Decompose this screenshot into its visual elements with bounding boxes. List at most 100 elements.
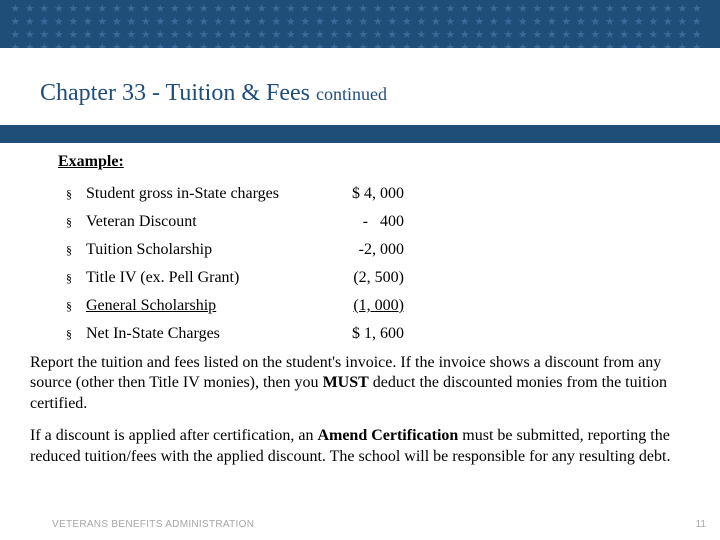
footer-org: VETERANS BENEFITS ADMINISTRATION bbox=[52, 519, 254, 530]
star-icon: ★ bbox=[632, 4, 647, 15]
p2-bold: Amend Certification bbox=[317, 427, 458, 444]
star-icon: ★ bbox=[52, 4, 67, 15]
star-icon: ★ bbox=[37, 4, 52, 15]
star-icon: ★ bbox=[269, 17, 284, 28]
star-icon: ★ bbox=[429, 30, 444, 41]
star-icon: ★ bbox=[516, 17, 531, 28]
star-icon: ★ bbox=[313, 30, 328, 41]
star-icon: ★ bbox=[356, 17, 371, 28]
star-icon: ★ bbox=[23, 17, 38, 28]
bullet-icon: § bbox=[66, 271, 86, 286]
star-row: ★★★★★★★★★★★★★★★★★★★★★★★★★★★★★★★★★★★★★★★★… bbox=[8, 17, 720, 28]
star-icon: ★ bbox=[23, 30, 38, 41]
star-icon: ★ bbox=[110, 30, 125, 41]
star-icon: ★ bbox=[139, 4, 154, 15]
line-item-label: General Scholarship bbox=[86, 297, 324, 315]
star-icon: ★ bbox=[342, 4, 357, 15]
star-icon: ★ bbox=[530, 30, 545, 41]
line-item: §Student gross in-State charges$ 4, 000 bbox=[66, 185, 690, 203]
line-item-label: Net In-State Charges bbox=[86, 325, 324, 343]
star-icon: ★ bbox=[690, 30, 705, 41]
star-icon: ★ bbox=[298, 17, 313, 28]
star-icon: ★ bbox=[530, 17, 545, 28]
star-icon: ★ bbox=[574, 4, 589, 15]
star-icon: ★ bbox=[298, 30, 313, 41]
star-icon: ★ bbox=[458, 17, 473, 28]
star-icon: ★ bbox=[400, 17, 415, 28]
star-icon: ★ bbox=[284, 4, 299, 15]
content-area: Example: §Student gross in-State charges… bbox=[0, 125, 720, 467]
star-icon: ★ bbox=[675, 17, 690, 28]
star-icon: ★ bbox=[443, 17, 458, 28]
line-item-label: Tuition Scholarship bbox=[86, 241, 324, 259]
line-item-label: Veteran Discount bbox=[86, 213, 324, 231]
star-icon: ★ bbox=[255, 17, 270, 28]
star-icon: ★ bbox=[197, 17, 212, 28]
line-item-value: $ 1, 600 bbox=[324, 325, 404, 343]
p1-bold: MUST bbox=[323, 374, 369, 391]
star-icon: ★ bbox=[646, 30, 661, 41]
star-icon: ★ bbox=[414, 17, 429, 28]
star-icon: ★ bbox=[429, 4, 444, 15]
star-icon: ★ bbox=[255, 30, 270, 41]
star-icon: ★ bbox=[342, 30, 357, 41]
star-icon: ★ bbox=[240, 4, 255, 15]
star-icon: ★ bbox=[110, 17, 125, 28]
star-icon: ★ bbox=[95, 4, 110, 15]
star-icon: ★ bbox=[472, 4, 487, 15]
star-icon: ★ bbox=[675, 30, 690, 41]
star-icon: ★ bbox=[342, 17, 357, 28]
star-icon: ★ bbox=[52, 30, 67, 41]
star-icon: ★ bbox=[124, 17, 139, 28]
star-icon: ★ bbox=[661, 30, 676, 41]
star-icon: ★ bbox=[385, 30, 400, 41]
star-icon: ★ bbox=[153, 30, 168, 41]
star-icon: ★ bbox=[458, 30, 473, 41]
line-item: §Net In-State Charges$ 1, 600 bbox=[66, 325, 690, 343]
header-band: ★★★★★★★★★★★★★★★★★★★★★★★★★★★★★★★★★★★★★★★★… bbox=[0, 0, 720, 125]
star-icon: ★ bbox=[81, 4, 96, 15]
star-icon: ★ bbox=[110, 4, 125, 15]
star-icon: ★ bbox=[661, 17, 676, 28]
star-icon: ★ bbox=[139, 17, 154, 28]
star-icon: ★ bbox=[52, 17, 67, 28]
star-icon: ★ bbox=[211, 30, 226, 41]
star-icon: ★ bbox=[646, 17, 661, 28]
star-icon: ★ bbox=[81, 17, 96, 28]
star-icon: ★ bbox=[603, 17, 618, 28]
star-icon: ★ bbox=[226, 30, 241, 41]
line-item-label: Student gross in-State charges bbox=[86, 185, 324, 203]
star-icon: ★ bbox=[617, 17, 632, 28]
star-icon: ★ bbox=[545, 17, 560, 28]
star-icon: ★ bbox=[81, 30, 96, 41]
page-number: 11 bbox=[696, 519, 706, 530]
paragraph-2: If a discount is applied after certifica… bbox=[30, 426, 680, 467]
star-icon: ★ bbox=[385, 17, 400, 28]
star-icon: ★ bbox=[501, 4, 516, 15]
star-icon: ★ bbox=[182, 4, 197, 15]
line-item: §Veteran Discount- 400 bbox=[66, 213, 690, 231]
title-overlay: Chapter 33 - Tuition & Fees continued bbox=[0, 48, 720, 125]
star-icon: ★ bbox=[139, 30, 154, 41]
line-item-value: -2, 000 bbox=[324, 241, 404, 259]
title-main: Chapter 33 - Tuition & Fees bbox=[40, 80, 316, 106]
paragraph-1: Report the tuition and fees listed on th… bbox=[30, 353, 680, 414]
star-icon: ★ bbox=[501, 30, 516, 41]
star-icon: ★ bbox=[443, 4, 458, 15]
star-icon: ★ bbox=[371, 17, 386, 28]
star-icon: ★ bbox=[313, 4, 328, 15]
star-icon: ★ bbox=[530, 4, 545, 15]
star-icon: ★ bbox=[487, 4, 502, 15]
star-icon: ★ bbox=[182, 17, 197, 28]
star-icon: ★ bbox=[603, 30, 618, 41]
star-icon: ★ bbox=[559, 30, 574, 41]
star-icon: ★ bbox=[327, 17, 342, 28]
star-icon: ★ bbox=[327, 30, 342, 41]
star-icon: ★ bbox=[472, 30, 487, 41]
line-item-label: Title IV (ex. Pell Grant) bbox=[86, 269, 324, 287]
star-icon: ★ bbox=[211, 4, 226, 15]
star-icon: ★ bbox=[588, 4, 603, 15]
star-icon: ★ bbox=[400, 30, 415, 41]
star-icon: ★ bbox=[545, 4, 560, 15]
star-icon: ★ bbox=[226, 17, 241, 28]
